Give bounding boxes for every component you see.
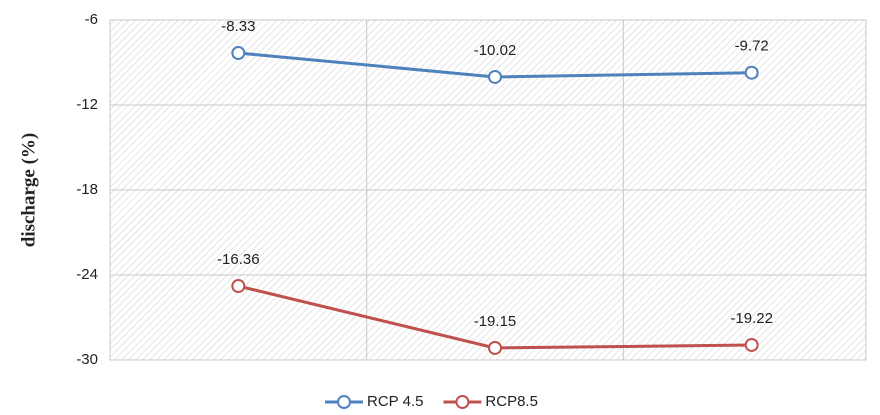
y-tick-label: -6 [85,11,98,28]
data-label: -19.22 [730,310,773,327]
point [744,337,759,352]
y-tick-label: -18 [76,181,98,198]
y-tick-label: -24 [76,266,98,283]
data-label: -9.72 [735,38,769,55]
point [488,340,502,355]
data-label: -16.36 [217,251,260,268]
legend-marker [337,395,351,409]
data-label: -19.15 [474,313,517,330]
data-label: -8.33 [221,18,255,35]
y-tick-label: -12 [76,96,98,113]
point [488,69,502,84]
legend-marker [455,395,470,409]
data-label: -10.02 [474,42,517,59]
y-tick-label: -30 [76,351,98,368]
legend-label: RCP 4.5 [367,393,423,410]
y-axis-title: discharge (%) [18,133,39,248]
point [231,46,246,61]
legend-label: RCP8.5 [485,393,538,410]
point [744,65,759,80]
point [231,279,246,294]
